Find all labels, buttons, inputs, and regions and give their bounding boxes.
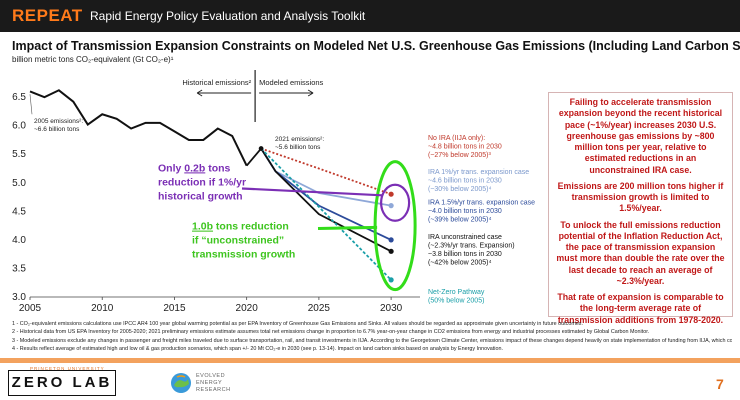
purple-callout-line	[241, 187, 384, 197]
green-callout-line-1: 1.0b tons reduction	[192, 221, 289, 233]
annotation-ira-15pct: IRA 1.5%/yr trans. expansion case	[428, 199, 535, 206]
historical-arrow	[196, 89, 252, 97]
x-tick-label: 2030	[380, 303, 403, 314]
green-callout-unit: tons reduction	[213, 221, 289, 233]
annotation-ira-unconstrained: (~42% below 2005)⁴	[428, 259, 492, 266]
annotation-no-ira: (~27% below 2005)³	[428, 152, 492, 159]
annotation-ira-1pct: (~30% below 2005)⁴	[428, 186, 492, 193]
info-paragraph: Emissions are 200 million tons higher if…	[557, 180, 724, 214]
app-header: REPEAT Rapid Energy Policy Evaluation an…	[0, 0, 740, 32]
purple-callout-line-3: historical growth	[158, 190, 243, 202]
y-tick-label: 4.5	[12, 206, 26, 217]
info-paragraph: Failing to accelerate transmission expan…	[558, 97, 723, 175]
y-tick-label: 3.5	[12, 263, 26, 274]
modeled-label: Modeled emissions	[259, 78, 323, 87]
annotation-ira-15pct: (~39% below 2005)⁴	[428, 216, 492, 223]
series-line	[260, 147, 392, 196]
zero-lab-logo: ZERO LAB	[8, 370, 116, 396]
annotation-ira-unconstrained: (~2.3%/yr trans. Expansion)	[428, 242, 515, 249]
start-2021-marker	[258, 146, 264, 151]
annotation-net-zero: (50% below 2005)	[428, 298, 484, 305]
green-callout-value: 1.0b	[192, 221, 213, 233]
info-paragraph: To unlock the full emissions reduction p…	[556, 219, 725, 286]
annotation-2005: ~6.6 billion tons	[34, 126, 80, 133]
purple-callout-unit: tons	[205, 162, 230, 174]
eer-line: ENERGY	[196, 379, 223, 386]
toolkit-name: Rapid Energy Policy Evaluation and Analy…	[90, 9, 366, 23]
x-tick-label: 2025	[308, 303, 331, 314]
princeton-label: PRINCETON UNIVERSITY	[30, 366, 105, 371]
annotation-2021: 2021 emissions²:	[275, 136, 324, 143]
historical-line	[29, 89, 248, 167]
globe-icon	[171, 373, 191, 393]
chart-title: Impact of Transmission Expansion Constra…	[12, 39, 740, 53]
historical-label: Historical emissions²	[182, 78, 251, 87]
annotation-2021: ~5.6 billion tons	[275, 144, 321, 151]
green-callout-line-2: if “unconstrained”	[192, 235, 284, 247]
emissions-2005-leader	[29, 94, 33, 115]
series-line	[260, 148, 392, 253]
series-line	[260, 147, 392, 281]
footnote-3: 3 - Modeled emissions exclude any change…	[12, 337, 732, 344]
y-tick-label: 5.5	[12, 149, 26, 160]
bridge-line	[245, 147, 262, 167]
end-marker	[388, 191, 394, 197]
x-tick-label: 2015	[163, 303, 186, 314]
y-tick-label: 6.0	[12, 121, 26, 132]
footnote-2: 2 - Historical data from US EPA Inventor…	[12, 329, 650, 336]
purple-callout-line-1: Only 0.2b tons	[158, 162, 231, 174]
annotation-net-zero: Net-Zero Pathway	[428, 289, 485, 296]
y-tick-label: 5.0	[12, 178, 26, 189]
end-marker	[388, 248, 394, 254]
info-paragraph: That rate of expansion is comparable to …	[557, 292, 724, 325]
green-callout-line	[317, 225, 378, 230]
annotation-ira-unconstrained: IRA unconstrained case	[428, 234, 502, 241]
footnotes: 1 - CO₂-equivalent emissions calculation…	[12, 320, 732, 354]
evolved-energy-research-label: EVOLVED ENERGY RESEARCH	[196, 373, 231, 394]
emissions-chart: 3.0 3.5 4.0 4.5 5.0 5.5 6.0 6.5 2005 2010 2015 2020…	[12, 70, 535, 314]
annotation-ira-unconstrained: ~3.8 billion tons in 2030	[428, 251, 502, 258]
x-tick-label: 2005	[19, 303, 42, 314]
end-marker	[388, 277, 394, 283]
annotation-ira-15pct: ~4.0 billion tons in 2030	[428, 208, 502, 215]
chart-subtitle: billion metric tons CO₂-equivalent (Gt C…	[12, 55, 174, 64]
green-callout-line-3: transmission growth	[192, 249, 295, 261]
purple-callout-line-2: reduction if 1%/yr	[158, 176, 246, 188]
annotation-ira-1pct: ~4.6 billion tons in 2030	[428, 178, 502, 185]
annotation-ira-1pct: IRA 1%/yr trans. expansion case	[428, 169, 529, 176]
footnote-1: 1 - CO₂-equivalent emissions calculation…	[12, 321, 584, 327]
annotation-2005: 2005 emissions²:	[34, 118, 83, 125]
purple-highlight	[380, 183, 411, 222]
footer-band	[0, 358, 740, 363]
footnote-4: 4 - Results reflect average of estimated…	[12, 346, 503, 353]
repeat-brand: REPEAT	[12, 6, 83, 25]
eer-line: RESEARCH	[196, 386, 231, 393]
y-tick-label: 6.5	[12, 92, 26, 103]
end-marker	[388, 237, 394, 243]
page-number: 7	[716, 376, 724, 392]
annotation-no-ira: ~4.8 billion tons in 2030	[428, 143, 502, 150]
x-tick-label: 2010	[91, 303, 114, 314]
y-tick-label: 3.0	[12, 292, 26, 303]
info-box: Failing to accelerate transmission expan…	[548, 92, 733, 325]
green-highlight	[373, 160, 417, 292]
end-marker	[388, 203, 394, 209]
purple-callout-prefix: Only	[158, 162, 184, 174]
x-tick-label: 2020	[236, 303, 259, 314]
modeled-arrow	[259, 89, 314, 97]
eer-line: EVOLVED	[196, 373, 226, 379]
y-tick-label: 4.0	[12, 235, 26, 246]
annotation-no-ira: No IRA (IIJA only):	[428, 135, 485, 142]
purple-callout-value: 0.2b	[184, 162, 205, 174]
